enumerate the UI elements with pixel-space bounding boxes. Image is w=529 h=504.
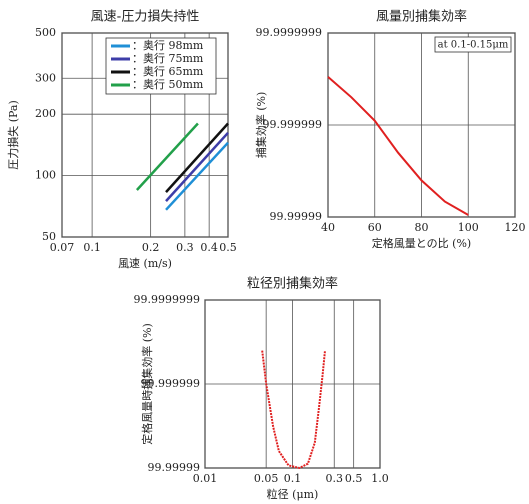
x-tick-label: 0.07 [50,241,75,254]
y-tick-label: 300 [35,71,56,84]
annotation: at 0.1-0.15μm [438,40,509,51]
x-axis-label: 風速 (m/s) [118,257,172,270]
x-tick-label: 120 [505,221,526,234]
x-tick-label: 0.5 [345,472,363,485]
x-axis-label: 粒径 (μm) [267,487,319,501]
efficiency-curve [261,350,326,470]
legend-label: ：奥行 75mm [132,51,204,65]
annotation-box [434,36,512,53]
x-tick-label: 60 [368,221,382,234]
x-tick-label: 0.05 [254,472,279,485]
x-tick-label: 100 [458,221,479,234]
y-tick-label: 99.9999999 [256,26,322,39]
efficiency-curve [327,76,469,216]
series-line [165,122,229,193]
y-axis-label: 捕集効率 (%) [254,92,268,159]
chart-title: 風量別捕集効率 [376,9,467,25]
x-tick-label: 0.1 [83,241,101,254]
y-tick-label: 99.99999 [270,210,323,223]
x-tick-label: 0.2 [142,241,160,254]
y-tick-label: 99.999999 [141,377,201,390]
legend-label: ：奥行 98mm [132,38,204,52]
y-tick-label: 99.99999 [148,461,201,474]
y-tick-label: 100 [35,169,56,182]
y-tick-label: 50 [42,230,56,243]
legend-label: ：奥行 65mm [132,64,204,78]
series-line [165,131,229,202]
y-axis-label: 定格風量時捕集効率 (%) [140,323,154,445]
series-line [135,122,199,191]
x-tick-label: 1.0 [371,472,389,485]
x-tick-label: 40 [321,221,335,234]
y-tick-label: 500 [35,26,56,39]
x-tick-label: 0.4 [200,241,218,254]
y-tick-label: 200 [35,107,56,120]
x-tick-label: 0.3 [325,472,343,485]
x-tick-label: 0.5 [219,241,237,254]
y-axis-label: 圧力損失 (Pa) [6,100,20,170]
x-tick-label: 0.1 [284,472,302,485]
chart-title: 風速-圧力損失持性 [91,10,200,25]
x-tick-label: 0.3 [176,241,194,254]
chart-title: 粒径別捕集効率 [247,276,338,292]
x-tick-label: 0.01 [193,472,218,485]
y-tick-label: 99.9999999 [134,293,200,306]
y-tick-label: 99.999999 [263,118,323,131]
series-line [165,141,229,211]
legend-label: ：奥行 50mm [132,77,204,91]
x-axis-label: 定格風量との比 (%) [372,236,471,250]
x-tick-label: 80 [415,221,429,234]
